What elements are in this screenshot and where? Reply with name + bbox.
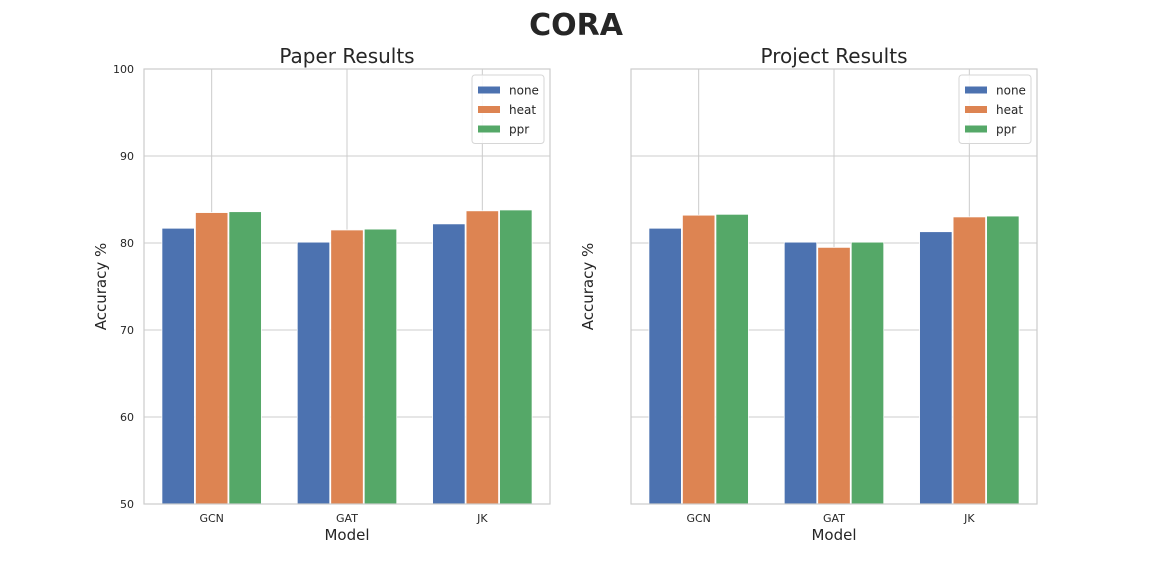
bar-none-jk: [919, 231, 953, 505]
y-tick-label-2: 70: [120, 324, 134, 337]
x-axis-label: Model: [811, 526, 856, 544]
y-tick-label-4: 90: [120, 150, 134, 163]
legend-swatch-none: [965, 86, 987, 94]
legend-swatch-ppr: [965, 125, 987, 133]
bar-none-gcn: [161, 227, 195, 505]
bar-ppr-gcn: [715, 213, 749, 505]
x-tick-label-jk: JK: [476, 512, 488, 525]
legend: none heat ppr: [958, 74, 1032, 144]
bar-ppr-gat: [850, 241, 885, 505]
y-axis-label: Accuracy %: [92, 243, 110, 331]
x-tick-label-gcn: GCN: [686, 512, 710, 525]
panel-title: Paper Results: [279, 44, 414, 68]
y-tick-label-3: 80: [120, 237, 134, 250]
legend-swatch-heat: [965, 106, 987, 113]
legend-swatch-ppr: [478, 125, 500, 133]
figure-title: CORA: [529, 8, 624, 43]
bar-none-gat: [296, 241, 331, 505]
panel-title: Project Results: [760, 44, 907, 68]
bar-heat-gcn: [195, 212, 229, 505]
bar-none-jk: [432, 223, 466, 505]
legend-label-none: none: [509, 84, 539, 98]
panel-project-results: GCN GAT JK Project Results Model Accuracy % no…: [579, 44, 1038, 544]
bar-none-gcn: [648, 227, 682, 505]
bar-ppr-gcn: [228, 211, 262, 505]
y-axis-label: Accuracy %: [579, 243, 597, 331]
axes-frame: [630, 68, 1038, 505]
bar-heat-gat: [330, 229, 364, 505]
legend-label-ppr: ppr: [996, 123, 1016, 137]
bar-ppr-gat: [363, 228, 398, 505]
legend-label-ppr: ppr: [509, 123, 529, 137]
bar-heat-gat: [817, 246, 851, 505]
y-tick-label-5: 100: [113, 63, 134, 76]
panel-paper-results: 50 60 70 80 90 100 GCN GAT JK Paper Results Model A…: [92, 44, 551, 544]
legend-swatch-none: [478, 86, 500, 94]
legend-label-none: none: [996, 84, 1026, 98]
legend-label-heat: heat: [509, 103, 536, 117]
x-tick-label-gcn: GCN: [199, 512, 223, 525]
legend: none heat ppr: [471, 74, 545, 144]
bar-none-gat: [783, 241, 818, 505]
legend-label-heat: heat: [996, 103, 1023, 117]
y-tick-label-1: 60: [120, 411, 134, 424]
bar-ppr-jk: [499, 209, 533, 505]
x-tick-label-jk: JK: [963, 512, 975, 525]
bar-heat-jk: [465, 210, 499, 505]
x-tick-label-gat: GAT: [336, 512, 358, 525]
bar-ppr-jk: [986, 215, 1020, 505]
x-axis-label: Model: [324, 526, 369, 544]
x-tick-label-gat: GAT: [823, 512, 845, 525]
bar-heat-gcn: [682, 214, 716, 505]
legend-swatch-heat: [478, 106, 500, 113]
y-tick-label-0: 50: [120, 498, 134, 511]
axes-frame: [143, 68, 551, 505]
bar-heat-jk: [952, 216, 986, 505]
